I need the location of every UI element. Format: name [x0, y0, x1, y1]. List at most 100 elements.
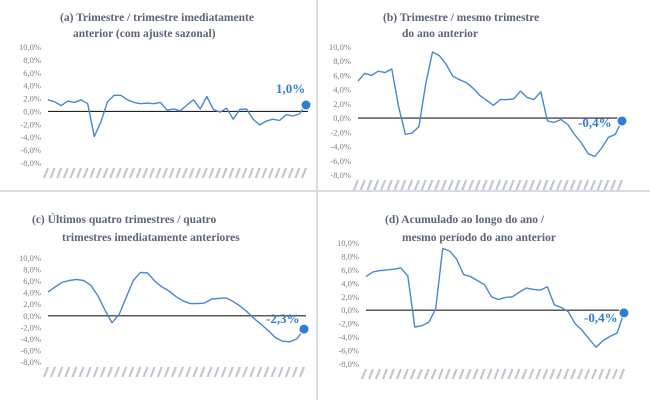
chart-c-xtick	[128, 366, 135, 378]
chart-d-xtick	[486, 368, 493, 380]
chart-c-end-label: -2,3%	[266, 311, 300, 326]
chart-c-xtick	[142, 366, 149, 378]
chart-d-xtick	[493, 368, 500, 380]
chart-b-xtick	[352, 179, 360, 191]
chart-a-xtick	[95, 167, 102, 179]
chart-c-ytick: 6,0%	[23, 276, 41, 286]
chart-c-xtick	[192, 366, 199, 378]
chart-c-xtick	[185, 366, 192, 378]
chart-a-xtick	[128, 167, 136, 179]
chart-a-ytick: -4,0%	[20, 132, 41, 142]
chart-c-ytick: 0,0%	[23, 311, 41, 321]
chart-a-xtick	[287, 167, 294, 179]
chart-b-subtitle: do ano anterior	[402, 28, 478, 40]
chart-b-xtick	[610, 179, 617, 191]
chart-c-xtick	[249, 366, 256, 378]
chart-b-xtick	[468, 179, 475, 191]
chart-a-xtick	[181, 167, 188, 179]
chart-b-xtick	[393, 179, 400, 191]
chart-c-xtick	[135, 366, 142, 378]
chart-d-xtick	[465, 368, 472, 380]
chart-c-ytick: -4,0%	[20, 334, 41, 344]
chart-d-xtick	[360, 368, 368, 380]
vertical-divider	[316, 0, 318, 400]
chart-b-xtick	[576, 179, 583, 191]
chart-d-xtick	[381, 368, 388, 380]
chart-d-xtick	[458, 368, 465, 380]
chart-d-xtick	[591, 368, 598, 380]
chart-c-xticks	[42, 366, 306, 378]
chart-d-xtick	[577, 368, 584, 380]
chart-c-subtitle: trimestres imediatamente anteriores	[62, 232, 240, 244]
chart-b-end-label: -0,4%	[578, 115, 612, 130]
chart-d-ytick: 0,0%	[341, 305, 359, 315]
chart-a-ytick: -2,0%	[20, 119, 41, 129]
chart-a-ytick: 10,0%	[19, 42, 41, 52]
chart-d-xtick	[472, 368, 479, 380]
chart-a-ytick: 0,0%	[23, 106, 41, 116]
chart-panel-d: (d) Acumulado ao longo do ano / mesmo pe…	[318, 192, 650, 400]
chart-d-xtick	[430, 368, 437, 380]
chart-b-ytick: 6,0%	[333, 70, 351, 80]
chart-d-xtick	[618, 368, 626, 380]
chart-b-ytick: -2,0%	[330, 127, 351, 137]
chart-a-xtick	[208, 167, 215, 179]
chart-a-title: (a) Trimestre / trimestre imediatamente	[60, 12, 254, 24]
chart-d-ytick: -4,0%	[338, 332, 359, 342]
chart-d-series-line	[365, 247, 625, 348]
chart-b-xtick	[515, 179, 522, 191]
chart-d-xtick	[549, 368, 556, 380]
chart-d-xtick	[528, 368, 535, 380]
chart-a-xtick	[188, 167, 195, 179]
chart-a-xtick	[49, 167, 56, 179]
chart-d-xtick	[388, 368, 395, 380]
chart-c-xtick	[50, 366, 57, 378]
chart-a-xtick	[254, 167, 261, 179]
chart-b-xtick	[583, 179, 590, 191]
chart-c-xtick	[64, 366, 71, 378]
chart-d-xtick	[605, 368, 612, 380]
chart-c-xtick	[270, 366, 277, 378]
chart-c-xtick	[85, 366, 92, 378]
chart-c-xtick	[213, 366, 220, 378]
chart-d-end-label: -0,4%	[584, 310, 618, 325]
chart-b-xtick	[407, 179, 414, 191]
chart-b-xtick	[603, 179, 610, 191]
chart-b-xtick	[562, 179, 569, 191]
chart-b-xtick	[454, 179, 461, 191]
chart-b-xtick	[556, 179, 563, 191]
chart-c-xtick	[156, 366, 163, 378]
chart-c-xtick	[256, 366, 263, 378]
chart-d-xtick	[374, 368, 381, 380]
chart-b-xtick	[427, 179, 434, 191]
chart-b-ytick: 10,0%	[329, 42, 351, 52]
chart-b-xtick	[440, 179, 448, 191]
chart-c-xtick	[42, 366, 50, 378]
chart-c-title: (c) Últimos quatro trimestres / quatro	[32, 212, 217, 226]
chart-a-xtick	[214, 167, 222, 179]
chart-c-xtick	[78, 366, 85, 378]
chart-d-ytick: 8,0%	[341, 251, 359, 261]
chart-a-xtick	[261, 167, 268, 179]
chart-b-xtick	[616, 179, 624, 191]
chart-c-xtick	[234, 366, 242, 378]
chart-c-ytick: 8,0%	[23, 265, 41, 275]
chart-a-end-point	[300, 99, 312, 111]
chart-d-xtick	[521, 368, 528, 380]
chart-a-xtick	[135, 167, 142, 179]
chart-d-xtick	[367, 368, 374, 380]
chart-c-ytick: 2,0%	[23, 299, 41, 309]
chart-b-xticks	[352, 179, 624, 191]
chart-a-xtick	[89, 167, 96, 179]
chart-b-xtick	[542, 179, 549, 191]
chart-a-ytick: 8,0%	[23, 55, 41, 65]
chart-c-xtick	[99, 366, 106, 378]
chart-b-xtick	[481, 179, 488, 191]
chart-d-xtick	[598, 368, 605, 380]
chart-a-xtick	[56, 167, 63, 179]
chart-c-xtick	[284, 366, 291, 378]
chart-a-ytick: 2,0%	[23, 94, 41, 104]
chart-panel-b: (b) Trimestre / mesmo trimestre do ano a…	[318, 0, 650, 191]
chart-d-xtick	[437, 368, 444, 380]
chart-c-xtick	[227, 366, 234, 378]
